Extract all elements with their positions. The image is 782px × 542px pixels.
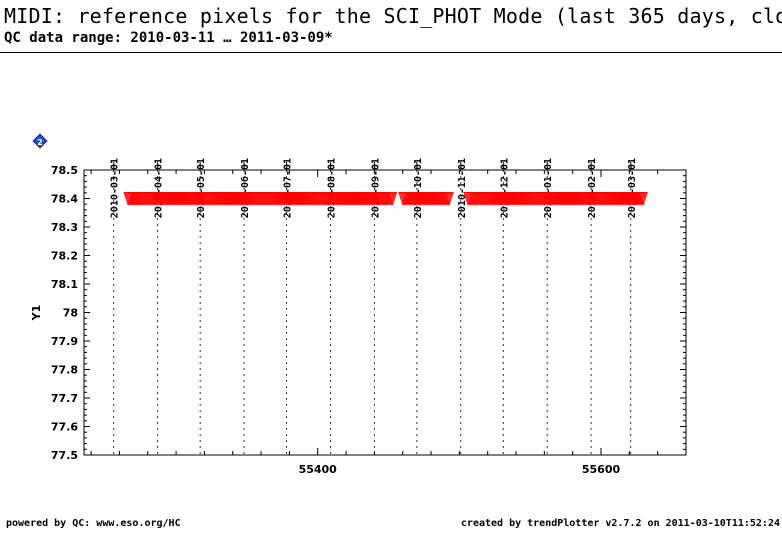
y-tick-label: 78.4 [51,193,78,206]
x-axis: 55400 55600 [90,170,687,476]
date-label: 2011-03-01 [627,158,638,218]
page-title: MIDI: reference pixels for the SCI_PHOT … [4,4,782,28]
date-label: 2010-05-01 [196,158,207,218]
date-label: 2011-01-01 [543,158,554,218]
date-label: 2010-07-01 [283,158,294,218]
y-tick-label: 77.7 [51,392,78,405]
title-divider [0,52,782,53]
series-marker-number: 2 [37,138,43,147]
y-tick-label: 77.9 [51,335,78,348]
y-tick-label: 77.6 [51,421,78,434]
y-tick-label: 78.1 [51,278,78,291]
footer-powered-by: powered by QC: www.eso.org/HC [6,518,181,529]
date-guide-lines [113,162,632,455]
y-tick-label: 78.3 [51,221,78,234]
data-points [123,192,648,206]
date-label: 2010-06-01 [240,158,251,218]
y-tick-label: 78.5 [51,164,78,177]
date-label: 2010-04-01 [154,158,165,218]
y-tick-label: 77.5 [51,449,78,462]
series-marker-icon: 2 [32,133,48,149]
y-tick-label: 77.8 [51,364,78,377]
data-point [638,192,648,206]
y-tick-label: 78.2 [51,250,78,263]
y-axis: 77.5 77.6 77.7 77.8 77.9 78 78.1 78.2 78.3 78.4 78… [51,164,686,462]
x-tick-label: 55400 [299,463,338,476]
date-label: 2010-03-01 [110,158,121,218]
date-labels: 2010-03-01 2010-04-01 2010-05-01 2010-06-01… [110,158,638,218]
date-label: 2010-12-01 [499,158,510,218]
y-axis-label: Y1 [30,305,43,322]
date-label: 2010-08-01 [326,158,337,218]
data-range-subtitle: QC data range: 2010-03-11 … 2011-03-09* [4,30,333,46]
date-label: 2011-02-01 [587,158,598,218]
y-tick-label: 78 [63,307,78,320]
footer-created-by: created by trendPlotter v2.7.2 on 2011-0… [460,518,780,529]
date-label: 2010-11-01 [457,158,468,218]
data-point [388,192,398,206]
date-label: 2010-10-01 [413,158,424,218]
data-point [444,192,454,206]
x-tick-label: 55600 [582,463,621,476]
date-label: 2010-09-01 [370,158,381,218]
